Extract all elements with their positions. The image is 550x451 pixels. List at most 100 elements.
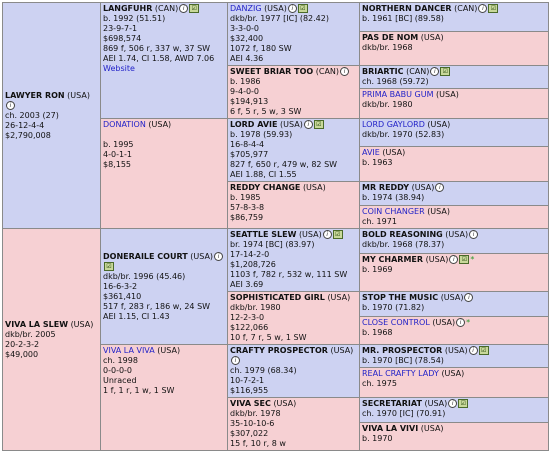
horse-detail: ch. 1968 (59.72) <box>362 77 429 86</box>
info-icon[interactable]: i <box>231 356 240 365</box>
info-icon[interactable]: i <box>6 100 15 110</box>
horse-name-viva-la-vivi[interactable]: VIVA LA VIVI <box>362 424 419 433</box>
website-link[interactable]: Website <box>103 64 135 73</box>
country-code: (USA) <box>67 90 90 100</box>
info-icon[interactable]: i <box>430 67 440 76</box>
horse-detail: ch. 1979 (68.34) <box>230 366 297 375</box>
horse-name-northern-dancer[interactable]: NORTHERN DANCER <box>362 4 452 13</box>
info-icon[interactable]: i <box>287 4 297 13</box>
info-icon[interactable]: i <box>448 399 458 408</box>
pp-icon[interactable]: ☑ <box>104 261 114 271</box>
horse-cell-mr-prospector: MR. PROSPECTOR (USA) i ☑ b. 1970 [BC] (78.… <box>359 344 549 368</box>
horse-detail: 26-12-4-4 <box>5 120 45 130</box>
country-code: (CAN) <box>315 67 340 76</box>
horse-detail: 15 f, 10 r, 8 w <box>230 439 286 448</box>
horse-detail: 517 f, 283 r, 186 w, 24 SW <box>103 301 211 311</box>
horse-name-lawyer-ron[interactable]: LAWYER RON <box>5 90 65 100</box>
horse-name-sophisticated-girl[interactable]: SOPHISTICATED GIRL <box>230 293 325 302</box>
pp-icon[interactable]: ☑ <box>189 4 200 13</box>
country-code: (USA) <box>280 120 303 129</box>
pp-icon[interactable]: ☑ <box>313 120 324 129</box>
horse-name-stop-the-music[interactable]: STOP THE MUSIC <box>362 293 439 302</box>
info-icon[interactable]: i <box>214 251 224 261</box>
info-icon[interactable]: i <box>456 318 466 327</box>
horse-name-bold-reasoning[interactable]: BOLD REASONING <box>362 230 443 239</box>
horse-cell-real-crafty-lady: REAL CRAFTY LADY (USA) ch. 1975 <box>359 367 549 398</box>
horse-detail: 35-10-10-6 <box>230 419 275 428</box>
horse-name-mr-prospector[interactable]: MR. PROSPECTOR <box>362 346 443 355</box>
horse-name-avie[interactable]: AVIE <box>362 148 380 157</box>
country-code: (USA) <box>445 230 469 239</box>
info-icon[interactable]: i <box>464 293 474 302</box>
info-icon[interactable]: i <box>340 67 350 76</box>
horse-name-seattle-slew[interactable]: SEATTLE SLEW <box>230 230 297 239</box>
country-code: (USA) <box>190 251 214 261</box>
horse-detail: dkb/br. 1980 <box>230 303 281 312</box>
horse-detail: $122,066 <box>230 323 269 332</box>
horse-name-lord-avie[interactable]: LORD AVIE <box>230 120 278 129</box>
horse-name-doneraile-court[interactable]: DONERAILE COURT <box>103 251 188 261</box>
info-icon[interactable]: i <box>179 4 189 13</box>
horse-detail: Unraced <box>103 376 137 385</box>
horse-name-secretariat[interactable]: SECRETARIAT <box>362 399 422 408</box>
pp-icon[interactable]: ☑ <box>488 4 499 13</box>
info-icon[interactable]: i <box>468 346 478 355</box>
info-icon[interactable]: i <box>478 4 488 13</box>
horse-cell-viva-la-slew: VIVA LA SLEW (USA) dkb/br. 2005 20-2-3-2… <box>2 228 101 451</box>
country-code: (USA) <box>411 183 435 192</box>
horse-name-lord-gaylord[interactable]: LORD GAYLORD <box>362 120 425 129</box>
horse-name-reddy-change[interactable]: REDDY CHANGE <box>230 183 301 192</box>
star-icon: * <box>466 318 471 327</box>
horse-name-viva-la-viva[interactable]: VIVA LA VIVA <box>103 346 155 355</box>
country-code: (CAN) <box>454 4 478 13</box>
horse-name-mr-reddy[interactable]: MR REDDY <box>362 183 410 192</box>
horse-detail: $705,977 <box>230 150 269 159</box>
pp-icon[interactable]: ☑ <box>440 67 451 76</box>
info-icon[interactable]: i <box>435 183 445 192</box>
horse-name-briartic[interactable]: BRIARTIC <box>362 67 404 76</box>
horse-detail: $86,759 <box>230 213 264 222</box>
info-icon[interactable]: i <box>322 230 332 239</box>
horse-name-sweet-briar-too[interactable]: SWEET BRIAR TOO <box>230 67 314 76</box>
horse-name-donation[interactable]: DONATION <box>103 120 146 129</box>
horse-name-viva-sec[interactable]: VIVA SEC <box>230 399 271 408</box>
horse-name-my-charmer[interactable]: MY CHARMER <box>362 255 424 264</box>
horse-detail: ch. 1971 <box>362 217 397 226</box>
country-code: (USA) <box>330 346 354 355</box>
horse-cell-doneraile-court: DONERAILE COURT (USA) i ☑ dkb/br. 1996 (45… <box>100 228 228 345</box>
country-code: (USA) <box>264 4 287 13</box>
country-code: (USA) <box>420 33 444 42</box>
horse-cell-stop-the-music: STOP THE MUSIC (USA) i b. 1970 (71.82) <box>359 291 549 317</box>
horse-name-langfuhr[interactable]: LANGFUHR <box>103 4 153 13</box>
pp-icon[interactable]: ☑ <box>458 399 469 408</box>
horse-name-coin-changer[interactable]: COIN CHANGER <box>362 207 425 216</box>
horse-detail: dkb/br. 1980 <box>362 100 413 109</box>
horse-detail: b. 1978 (59.93) <box>230 130 293 139</box>
country-code: (USA) <box>444 346 468 355</box>
horse-cell-lord-avie: LORD AVIE (USA) i ☑ b. 1978 (59.93) 16-8-4… <box>227 118 360 182</box>
horse-detail: 17-14-2-0 <box>230 250 270 259</box>
horse-name-viva-la-slew[interactable]: VIVA LA SLEW <box>5 319 69 329</box>
info-icon[interactable]: i <box>449 255 459 264</box>
horse-detail: 9-4-0-0 <box>230 87 260 96</box>
horse-name-prima-babu-gum[interactable]: PRIMA BABU GUM <box>362 90 434 99</box>
info-icon[interactable]: i <box>303 120 313 129</box>
horse-cell-viva-la-viva: VIVA LA VIVA (USA) ch. 1998 0-0-0-0 Unra… <box>100 344 228 451</box>
horse-cell-viva-sec: VIVA SEC (USA) dkb/br. 1978 35-10-10-6 $… <box>227 397 360 451</box>
horse-name-real-crafty-lady[interactable]: REAL CRAFTY LADY <box>362 369 439 378</box>
horse-name-danzig[interactable]: DANZIG <box>230 4 262 13</box>
horse-name-crafty-prospector[interactable]: CRAFTY PROSPECTOR <box>230 346 328 355</box>
pp-icon[interactable]: ☑ <box>478 346 489 355</box>
pp-icon[interactable]: ☑ <box>332 230 343 239</box>
horse-detail: dkb/br. 1977 [IC] (82.42) <box>230 14 329 23</box>
horse-detail: b. 1963 <box>362 158 393 167</box>
pp-icon[interactable]: ☑ <box>297 4 308 13</box>
horse-name-close-control[interactable]: CLOSE CONTROL <box>362 318 430 327</box>
horse-detail: $361,410 <box>103 291 142 301</box>
horse-name-pas-de-nom[interactable]: PAS DE NOM <box>362 33 419 42</box>
horse-detail: dkb/br. 1968 <box>362 43 413 52</box>
info-icon[interactable]: i <box>469 230 479 239</box>
horse-detail: dkb/br. 1996 (45.46) <box>103 271 186 281</box>
pp-icon[interactable]: ☑ <box>459 255 470 264</box>
horse-cell-reddy-change: REDDY CHANGE (USA) b. 1985 57-8-3-8 $86,… <box>227 181 360 229</box>
